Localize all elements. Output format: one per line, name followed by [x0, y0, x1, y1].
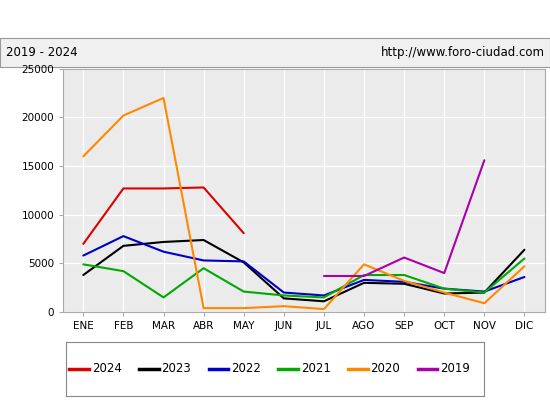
2020	[200, 306, 207, 310]
2021	[80, 262, 86, 267]
Line: 2024: 2024	[83, 188, 244, 244]
2021	[120, 269, 127, 274]
2021	[401, 273, 408, 278]
2022	[401, 280, 408, 284]
Text: 2021: 2021	[301, 362, 331, 376]
2021	[521, 256, 528, 261]
2021	[481, 290, 488, 295]
2023	[481, 290, 488, 295]
2020	[481, 301, 488, 306]
2020	[441, 290, 448, 295]
2023	[160, 240, 167, 244]
2024	[200, 185, 207, 190]
Text: 2024: 2024	[92, 362, 122, 376]
2023	[240, 260, 247, 265]
2022	[321, 293, 327, 298]
2020	[120, 113, 127, 118]
2021	[441, 286, 448, 291]
2020	[240, 306, 247, 310]
2022	[521, 274, 528, 279]
Text: 2020: 2020	[371, 362, 400, 376]
2020	[280, 304, 287, 308]
2023	[321, 299, 327, 304]
2023	[441, 291, 448, 296]
2023	[521, 247, 528, 252]
Text: http://www.foro-ciudad.com: http://www.foro-ciudad.com	[381, 46, 544, 59]
2019	[321, 274, 327, 278]
2023	[280, 296, 287, 301]
2020	[521, 264, 528, 269]
2023	[361, 280, 367, 285]
2023	[200, 238, 207, 242]
Line: 2021: 2021	[83, 258, 525, 298]
2019	[401, 255, 408, 260]
2020	[321, 307, 327, 312]
2022	[280, 290, 287, 295]
Text: 2022: 2022	[231, 362, 261, 376]
2024	[80, 242, 86, 246]
2023	[120, 244, 127, 248]
2022	[481, 289, 488, 294]
2021	[160, 295, 167, 300]
2024	[160, 186, 167, 191]
2020	[361, 262, 367, 267]
2021	[240, 289, 247, 294]
2022	[120, 234, 127, 238]
Line: 2019: 2019	[324, 160, 485, 276]
2024	[240, 231, 247, 236]
2022	[200, 258, 207, 263]
Line: 2022: 2022	[83, 236, 525, 296]
Line: 2020: 2020	[83, 98, 525, 309]
2022	[80, 253, 86, 258]
2021	[280, 293, 287, 298]
Text: 2019 - 2024: 2019 - 2024	[6, 46, 77, 59]
2019	[441, 271, 448, 276]
2024	[120, 186, 127, 191]
2021	[361, 273, 367, 278]
2022	[361, 278, 367, 282]
Line: 2023: 2023	[83, 240, 525, 301]
2020	[160, 96, 167, 100]
2021	[321, 295, 327, 300]
2020	[80, 154, 86, 159]
2022	[160, 249, 167, 254]
2023	[401, 281, 408, 286]
Text: Evolucion Nº Turistas Nacionales en el municipio de Güejar Sierra: Evolucion Nº Turistas Nacionales en el m…	[18, 12, 532, 26]
2022	[240, 259, 247, 264]
Text: 2019: 2019	[440, 362, 470, 376]
2021	[200, 266, 207, 271]
2022	[441, 286, 448, 291]
2019	[481, 158, 488, 163]
Text: 2023: 2023	[162, 362, 191, 376]
2019	[361, 274, 367, 278]
2023	[80, 273, 86, 278]
2020	[401, 278, 408, 283]
